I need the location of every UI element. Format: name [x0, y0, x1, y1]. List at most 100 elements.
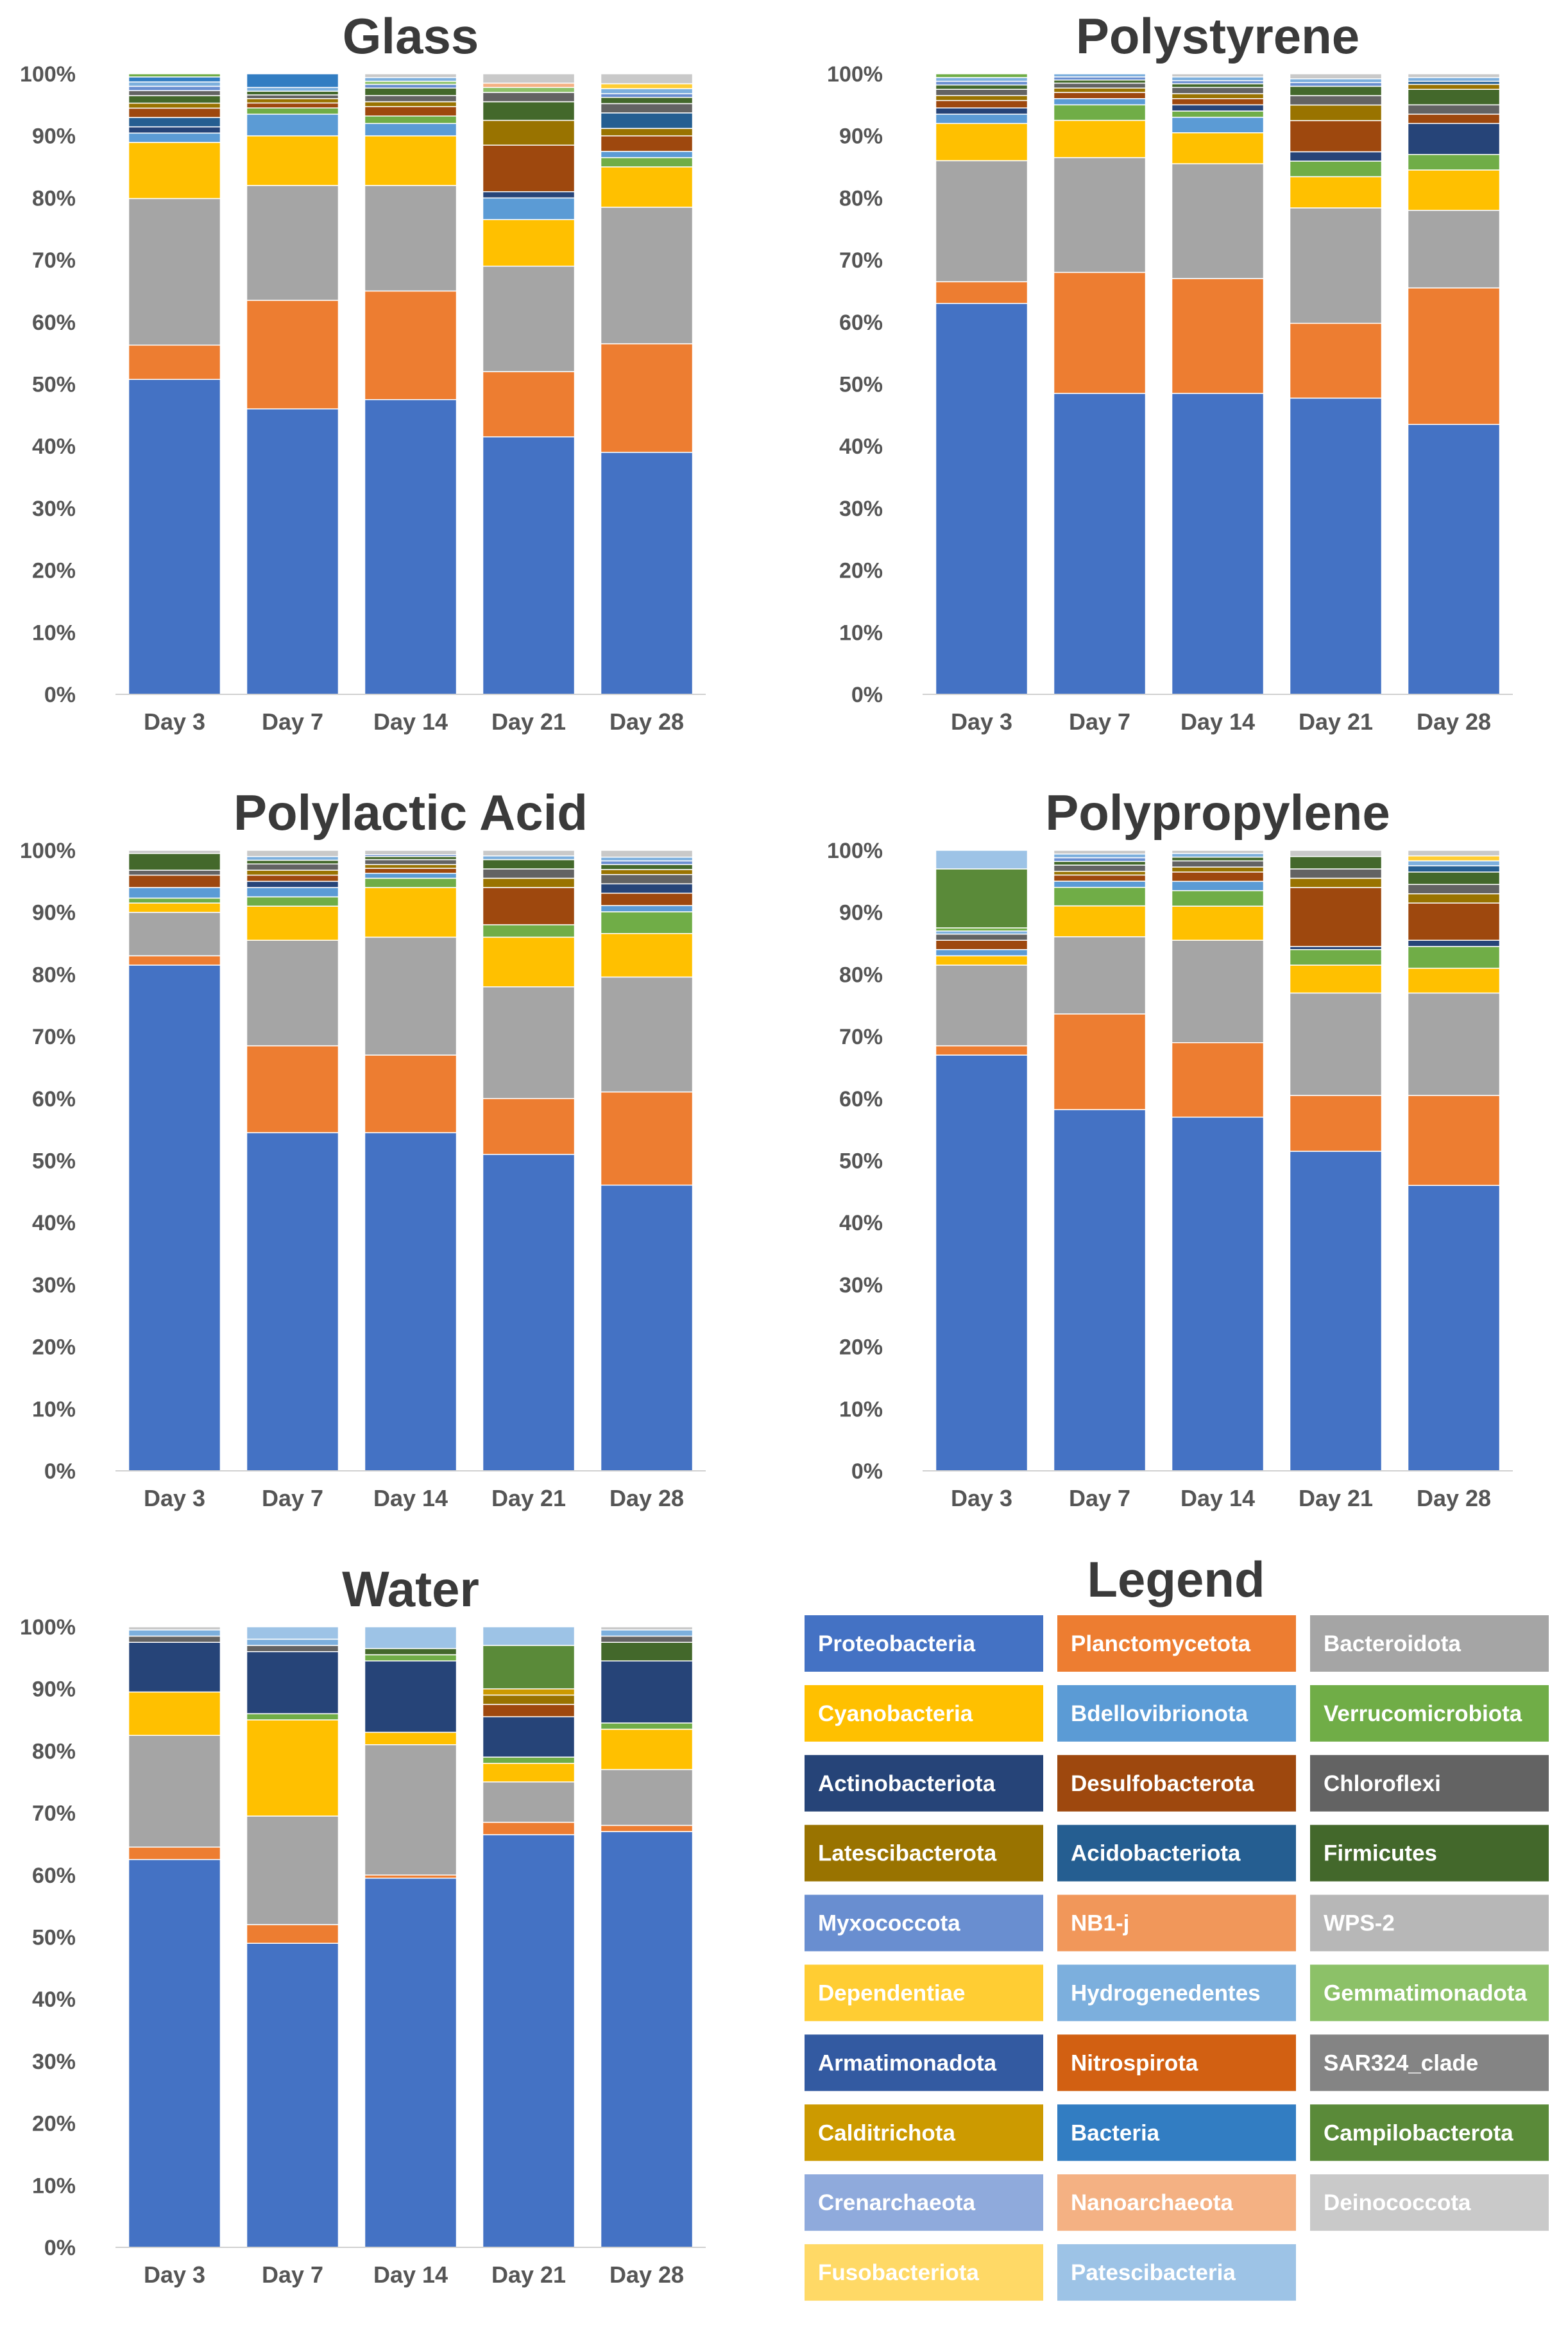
segment-planctomycetota — [600, 1824, 694, 1832]
y-tick-label: 100% — [827, 839, 883, 863]
segment-desulfobacterota — [246, 874, 339, 882]
legend-label: WPS-2 — [1324, 1911, 1395, 1936]
y-tick-label: 0% — [851, 683, 883, 707]
segment-deinococcota — [1053, 850, 1146, 855]
legend-label: Verrucomicrobiota — [1324, 1701, 1522, 1726]
segment-latescibacterota — [128, 102, 221, 109]
segment-hydrogenedentes — [1407, 860, 1501, 866]
segment-verrucomicrobiota — [1407, 946, 1501, 969]
y-tick-label: 20% — [839, 559, 883, 583]
x-category-label: Day 28 — [609, 708, 684, 735]
legend-item-campilobacterota: Campilobacterota — [1310, 2104, 1549, 2161]
segment-latescibacterota — [1289, 104, 1383, 121]
y-tick-label: 30% — [32, 2050, 76, 2074]
segment-patescibacteria — [246, 1626, 339, 1640]
segment-hydrogenedentes — [1053, 854, 1146, 859]
segment-desulfobacterota — [482, 1704, 575, 1717]
segment-chloroflexi — [128, 90, 221, 96]
x-category-label: Day 14 — [1180, 708, 1255, 735]
segment-desulfobacterota — [364, 106, 457, 117]
segment-actinobacteriota — [1407, 939, 1501, 947]
segment-hydrogenedentes — [246, 855, 339, 861]
segment-verrucomicrobiota — [128, 73, 221, 78]
legend-label: Fusobacteriota — [818, 2260, 979, 2285]
y-tick-label: 100% — [20, 62, 76, 87]
y-tick-label: 10% — [839, 1397, 883, 1421]
legend-swatch — [1310, 2104, 1549, 2161]
segment-dependentiae — [1407, 855, 1501, 862]
segment-chloroflexi — [1407, 884, 1501, 895]
legend-item-verrucomicrobiota: Verrucomicrobiota — [1310, 1685, 1549, 1742]
legend-item-gemmatimonadota: Gemmatimonadota — [1310, 1964, 1549, 2021]
segment-firmicutes — [364, 1648, 457, 1656]
bar-day-3 — [128, 1626, 221, 2248]
segment-hydrogenedentes — [1171, 853, 1265, 858]
panel-glass: Glass 0% 10% 20% 30% 40% 50% 60% 70% 80% 90% 100% Da… — [20, 8, 706, 735]
segment-verrucomicrobiota — [935, 73, 1028, 78]
segment-actinobacteriota — [600, 1660, 694, 1724]
segment-firmicutes — [1289, 85, 1383, 96]
segment-proteobacteria — [1053, 393, 1146, 695]
segment-cyanobacteria — [246, 905, 339, 941]
segment-bacteroidota — [1289, 207, 1383, 324]
segment-cyanobacteria — [1053, 119, 1146, 159]
x-category-label: Day 7 — [262, 2261, 323, 2288]
x-category-label: Day 28 — [1417, 708, 1491, 735]
segment-bdellovibrionota — [600, 151, 694, 159]
legend-swatch — [1057, 2104, 1296, 2161]
segment-firmicutes — [246, 90, 339, 96]
segment-chloroflexi — [246, 1645, 339, 1652]
segment-desulfobacterota — [246, 102, 339, 108]
legend-swatch — [1310, 1685, 1549, 1742]
y-tick-label: 40% — [839, 434, 883, 459]
legend-title: Legend — [1087, 1551, 1265, 1608]
segment-bacteroidota — [128, 198, 221, 346]
segment-deinococcota — [482, 73, 575, 84]
y-tick-label: 20% — [32, 1335, 76, 1360]
legend-label: Latescibacterota — [818, 1841, 997, 1866]
legend-swatch — [805, 1615, 1043, 1672]
legend-swatch — [805, 2244, 1043, 2301]
segment-cyanobacteria — [600, 166, 694, 208]
segment-deinococcota — [1289, 73, 1383, 80]
segment-cyanobacteria — [1171, 905, 1265, 941]
segment-planctomycetota — [1407, 287, 1501, 425]
legend-item-crenarchaeota: Crenarchaeota — [805, 2174, 1043, 2231]
segment-bacteroidota — [482, 1781, 575, 1823]
segment-verrucomicrobiota — [128, 897, 221, 904]
segment-bacteroidota — [1407, 992, 1501, 1096]
legend-item-armatimonadota: Armatimonadota — [805, 2034, 1043, 2091]
segment-planctomycetota — [1171, 1042, 1265, 1118]
y-tick-label: 0% — [44, 1459, 76, 1484]
y-tick-label: 20% — [32, 2112, 76, 2136]
y-tick-label: 80% — [32, 1739, 76, 1763]
segment-planctomycetota — [482, 1098, 575, 1155]
segment-desulfobacterota — [128, 107, 221, 118]
segment-bdellovibrionota — [128, 887, 221, 899]
segment-dependentiae — [600, 83, 694, 89]
segment-bacteroidota — [1053, 157, 1146, 273]
segment-verrucomicrobiota — [1053, 886, 1146, 907]
segment-myxococcota — [600, 860, 694, 866]
legend-label: Planctomycetota — [1071, 1631, 1251, 1656]
segment-bacteroidota — [600, 1769, 694, 1826]
legend-item-myxococcota: Myxococcota — [805, 1894, 1043, 1952]
segment-latescibacterota — [246, 98, 339, 104]
segment-chloroflexi — [364, 859, 457, 865]
segment-firmicutes — [1407, 871, 1501, 885]
legend-swatch — [1057, 2244, 1296, 2301]
segment-chloroflexi — [1053, 864, 1146, 872]
y-tick-label: 10% — [32, 1397, 76, 1421]
segment-deinococcota — [600, 850, 694, 858]
segment-myxococcota — [364, 83, 457, 89]
x-category-label: Day 3 — [144, 2261, 205, 2288]
legend-swatch — [1057, 2034, 1296, 2091]
segment-hydrogenedentes — [482, 855, 575, 861]
legend-swatch — [1057, 1964, 1296, 2021]
legend-swatch — [1057, 1894, 1296, 1952]
segment-chloroflexi — [935, 933, 1028, 941]
y-tick-label: 80% — [839, 186, 883, 210]
segment-hydrogenedentes — [1053, 73, 1146, 78]
legend-item-desulfobacterota: Desulfobacterota — [1057, 1754, 1296, 1812]
segment-chloroflexi — [1171, 860, 1265, 868]
